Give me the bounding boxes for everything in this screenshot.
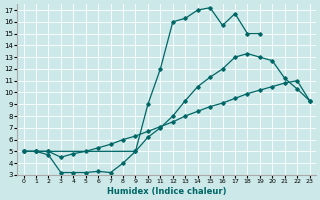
X-axis label: Humidex (Indice chaleur): Humidex (Indice chaleur) xyxy=(107,187,226,196)
